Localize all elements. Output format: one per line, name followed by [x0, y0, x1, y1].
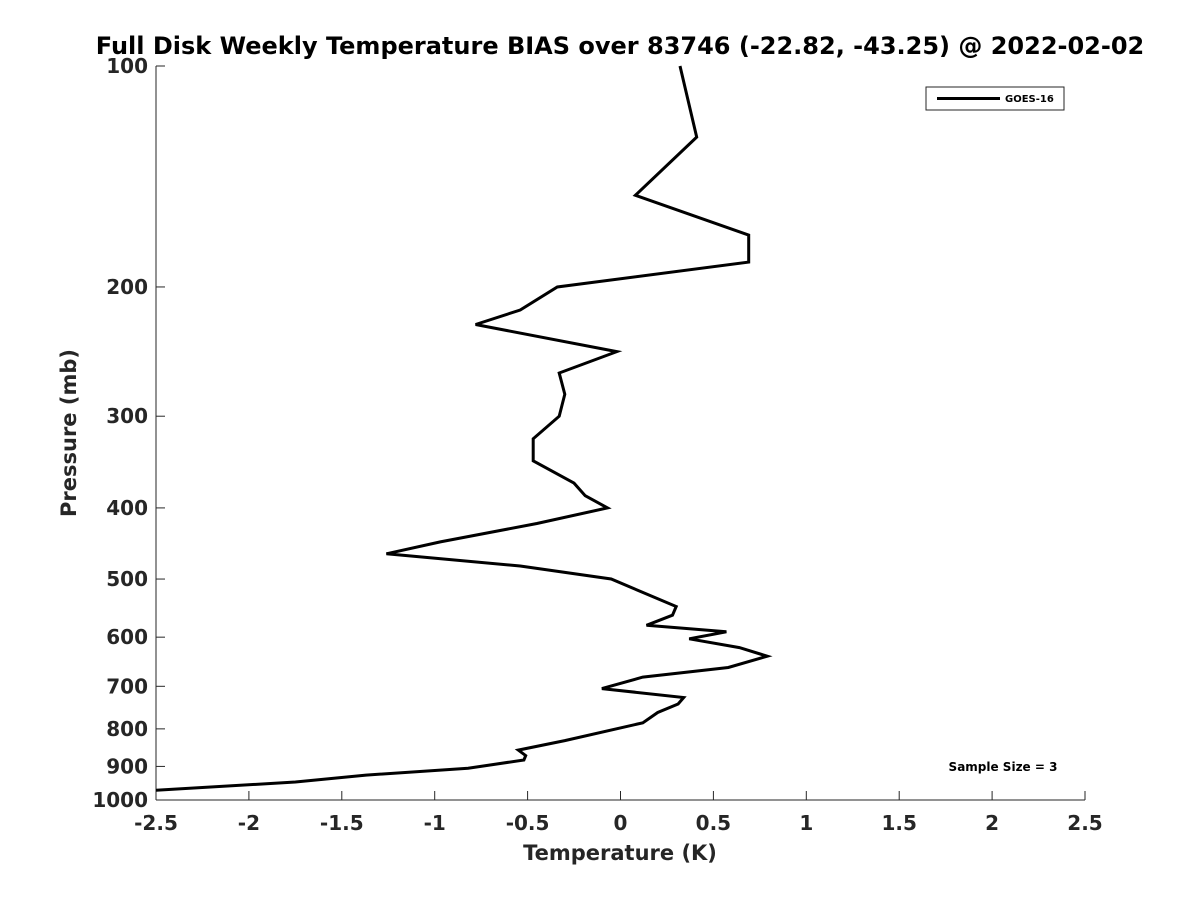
y-tick-label: 800 — [106, 717, 148, 741]
chart-title: Full Disk Weekly Temperature BIAS over 8… — [96, 32, 1144, 60]
y-tick-label: 200 — [106, 275, 148, 299]
y-tick-label: 700 — [106, 674, 148, 698]
x-tick-label: 0.5 — [696, 811, 731, 835]
y-axis-label: Pressure (mb) — [57, 349, 81, 517]
sample-size-annotation: Sample Size = 3 — [949, 760, 1058, 774]
legend-label: GOES-16 — [1005, 94, 1054, 105]
x-tick-label: 2 — [985, 811, 999, 835]
x-tick-label: 1.5 — [881, 811, 916, 835]
x-ticks: -2.5 -2 -1.5 -1 -0.5 0 0.5 1 1.5 2 2.5 — [134, 791, 1103, 835]
legend: GOES-16 — [925, 86, 1065, 111]
x-tick-label: 1 — [799, 811, 813, 835]
y-tick-label: 300 — [106, 404, 148, 428]
x-axis-label: Temperature (K) — [523, 841, 717, 865]
x-tick-label: -0.5 — [506, 811, 550, 835]
y-tick-label: 500 — [106, 567, 148, 591]
x-tick-label: -1 — [424, 811, 446, 835]
y-tick-label: 400 — [106, 496, 148, 520]
y-tick-label: 900 — [106, 754, 148, 778]
x-tick-label: -2 — [238, 811, 260, 835]
series-line-goes-16 — [155, 65, 773, 792]
x-tick-label: 0 — [614, 811, 628, 835]
x-tick-label: -1.5 — [320, 811, 364, 835]
x-tick-label: 2.5 — [1067, 811, 1102, 835]
y-tick-label: 600 — [106, 625, 148, 649]
x-tick-label: -2.5 — [134, 811, 178, 835]
y-tick-label: 1000 — [92, 788, 148, 812]
y-ticks: 100 200 300 400 500 600 700 800 900 1000 — [92, 54, 165, 812]
y-tick-label: 100 — [106, 54, 148, 78]
